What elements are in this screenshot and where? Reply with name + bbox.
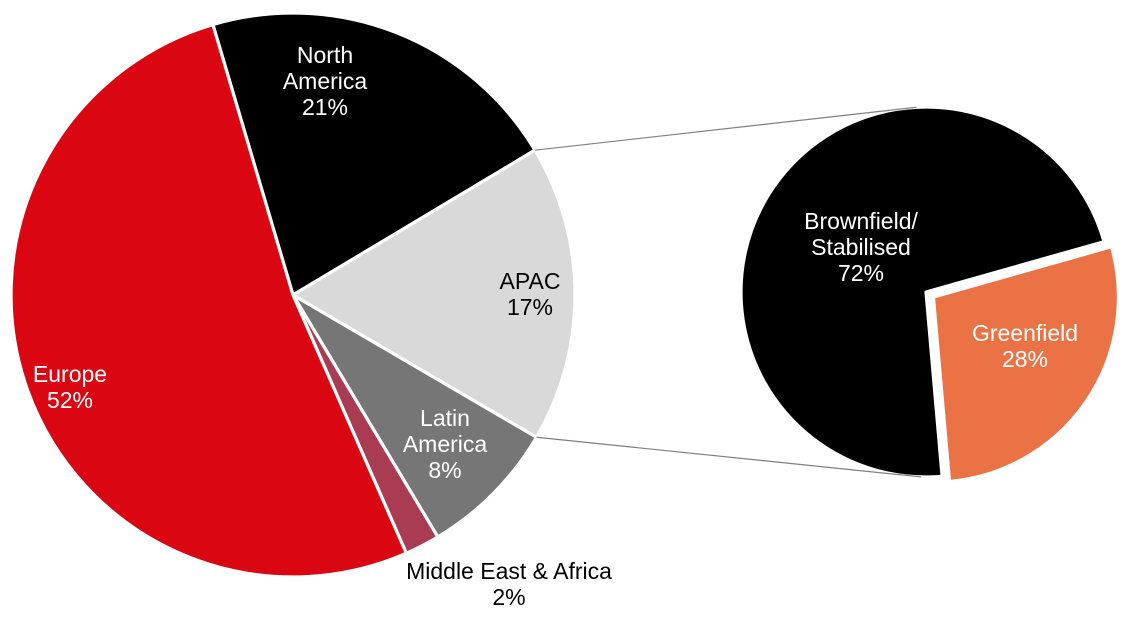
pie-slice-latin-america bbox=[291, 293, 539, 539]
connector-bottom bbox=[536, 436, 922, 478]
pie-slice-apac bbox=[291, 148, 577, 439]
pie-portfolio-by-region bbox=[9, 11, 577, 579]
pie-portfolio-by-project-stage bbox=[739, 105, 1120, 484]
pie-slice-north-america bbox=[211, 11, 537, 297]
pie-slice-brownfield-stabilised bbox=[739, 105, 1106, 479]
pie-slice-greenfield bbox=[931, 245, 1120, 484]
pie-slice-europe bbox=[9, 23, 408, 579]
connector-top bbox=[534, 106, 917, 151]
